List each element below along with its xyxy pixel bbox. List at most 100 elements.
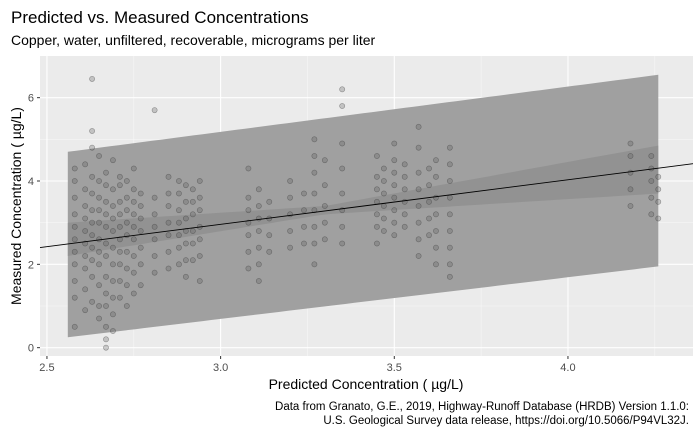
data-point [196,236,203,243]
data-point [627,169,634,176]
data-point [116,223,123,230]
data-point [401,223,408,230]
data-point [391,182,398,189]
data-point [339,165,346,172]
data-point [446,194,453,201]
chart-subtitle: Copper, water, unfiltered, recoverable, … [11,32,375,48]
data-point [627,186,634,193]
caption-line-2: U.S. Geological Survey data release, htt… [323,415,689,427]
data-point [255,228,262,234]
data-point [415,219,422,226]
data-point [391,219,398,226]
data-point [130,253,137,259]
data-point [255,278,262,284]
data-point [110,186,116,193]
y-axis-ticks: 0 2 4 6 [28,93,40,355]
data-point [374,223,380,230]
data-point [415,236,422,243]
data-point [89,298,96,305]
data-point [196,207,203,214]
data-point [426,232,432,239]
data-point [151,269,158,276]
data-point [151,223,158,230]
data-point [103,169,109,176]
data-point [116,278,123,284]
data-point [130,186,137,193]
data-point [165,219,172,226]
confidence-band [67,145,659,256]
fit-line-group [39,163,694,248]
data-point [123,282,130,289]
data-point [71,165,78,172]
data-point [110,157,116,164]
data-point [89,173,96,180]
data-point [116,261,123,268]
x-axis-label: Predicted Concentration ( µg/L) [269,376,464,392]
data-point [245,248,252,255]
data-point [71,211,78,218]
data-point [116,248,123,255]
data-point [301,190,307,197]
data-point [196,278,203,284]
data-point [446,144,453,151]
data-point [103,323,109,330]
data-point [182,257,189,264]
data-point [401,173,408,180]
data-point [123,219,130,226]
data-point [176,190,182,197]
data-point [415,186,422,193]
data-point [71,194,78,201]
data-point [123,194,130,201]
data-point [380,178,387,184]
data-point [426,198,432,205]
data-point [182,273,189,280]
data-point [648,194,655,201]
data-point [96,303,102,309]
chart-title: Predicted vs. Measured Concentrations [11,8,309,27]
data-point [446,261,453,268]
data-point [82,186,89,193]
data-point [103,211,109,218]
data-point [137,190,144,197]
data-point [123,248,130,255]
data-point [401,211,408,218]
data-point [82,253,89,259]
data-point [71,178,78,184]
data-point [627,140,634,147]
data-point [82,215,89,222]
data-point [130,269,137,276]
data-point [165,203,172,209]
data-point [189,257,196,264]
data-point [391,157,398,164]
data-point [255,261,262,268]
x-tick-label: 3.0 [213,362,228,374]
data-point [82,203,89,209]
data-point [137,203,144,209]
x-tick-label: 4.0 [560,362,575,374]
data-point [380,203,387,209]
data-point [189,186,196,193]
data-point [151,194,158,201]
data-point [321,182,328,189]
data-point [374,211,380,218]
data-point [380,215,387,222]
data-point [311,223,318,230]
data-point [255,203,262,209]
data-point [71,323,78,330]
data-point [391,169,398,176]
y-tick-label: 4 [28,176,34,188]
data-point [648,153,655,159]
x-axis-ticks: 2.5 3.0 3.5 4.0 [39,356,576,374]
data-point [401,186,408,193]
data-point [82,228,89,234]
data-point [287,178,293,184]
data-point [103,290,109,297]
data-point [415,253,422,259]
data-point [627,153,634,159]
data-point [110,203,116,209]
data-point [255,215,262,222]
data-point [116,236,123,243]
data-point [189,240,196,247]
data-point [245,265,252,272]
data-point [339,86,346,93]
